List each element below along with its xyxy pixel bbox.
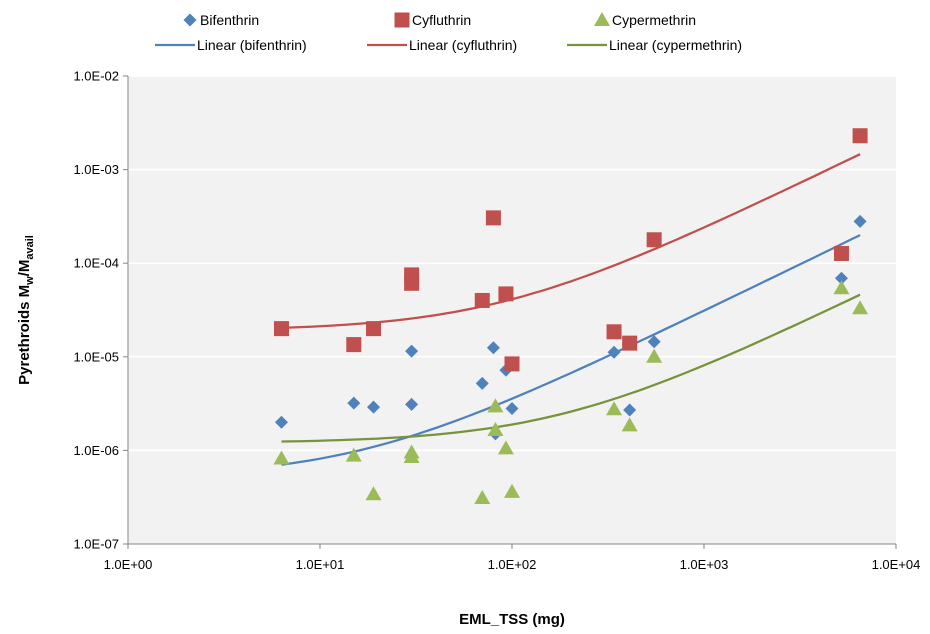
trendline-bifenthrin bbox=[281, 234, 861, 466]
gridlines bbox=[128, 75, 896, 452]
x-axis-title: EML_TSS (mg) bbox=[459, 611, 565, 628]
data-point-cyfluthrin bbox=[474, 292, 490, 308]
data-point-cypermethrin bbox=[852, 300, 869, 315]
legend-label-trendline: Linear (cyfluthrin) bbox=[409, 37, 517, 53]
data-point-cyfluthrin bbox=[833, 245, 849, 261]
x-tick-label: 1.0E+04 bbox=[872, 557, 921, 572]
data-point-bifenthrin bbox=[486, 341, 500, 355]
data-point-bifenthrin bbox=[647, 335, 661, 349]
data-point-cypermethrin bbox=[487, 422, 504, 437]
data-point-cyfluthrin bbox=[852, 128, 868, 144]
legend-label-trendline: Linear (cypermethrin) bbox=[609, 37, 742, 53]
data-point-cyfluthrin bbox=[646, 232, 662, 248]
x-ticks: 1.0E+00 1.0E+01 1.0E+02 1.0E+03 1.0E+04 bbox=[104, 544, 921, 572]
data-point-cyfluthrin bbox=[273, 321, 289, 337]
data-point-cypermethrin bbox=[345, 447, 362, 462]
data-point-cypermethrin bbox=[497, 440, 514, 455]
x-tick-label: 1.0E+00 bbox=[104, 557, 153, 572]
markers bbox=[273, 128, 869, 505]
data-point-bifenthrin bbox=[405, 397, 419, 411]
series-cyfluthrin bbox=[273, 128, 868, 372]
data-point-cypermethrin bbox=[365, 486, 382, 501]
series-cypermethrin bbox=[273, 280, 869, 505]
trendline-cypermethrin bbox=[281, 293, 861, 443]
legend: Bifenthrin Cyfluthrin Cypermethrin Linear (… bbox=[155, 12, 742, 53]
y-tick-label: 1.0E-03 bbox=[73, 162, 119, 177]
legend-marker-cyfluthrin bbox=[394, 12, 410, 28]
data-point-cyfluthrin bbox=[485, 210, 501, 226]
legend-label-trendline: Linear (bifenthrin) bbox=[197, 37, 307, 53]
data-point-cypermethrin bbox=[606, 401, 623, 416]
x-tick-label: 1.0E+01 bbox=[296, 557, 345, 572]
data-point-bifenthrin bbox=[853, 214, 867, 228]
data-point-cypermethrin bbox=[273, 450, 290, 465]
data-point-cyfluthrin bbox=[504, 356, 520, 372]
data-point-cypermethrin bbox=[487, 398, 504, 413]
y-ticks: 1.0E-07 1.0E-06 1.0E-05 1.0E-04 1.0E-03 1.0E-… bbox=[73, 69, 128, 552]
data-point-bifenthrin bbox=[623, 403, 637, 417]
plot-area bbox=[128, 76, 896, 544]
data-point-bifenthrin bbox=[475, 376, 489, 390]
legend-marker-bifenthrin bbox=[183, 13, 197, 27]
data-point-cypermethrin bbox=[833, 280, 850, 295]
data-point-cypermethrin bbox=[474, 490, 491, 505]
data-point-bifenthrin bbox=[367, 400, 381, 414]
data-point-cyfluthrin bbox=[622, 335, 638, 351]
y-tick-label: 1.0E-07 bbox=[73, 537, 119, 552]
data-point-bifenthrin bbox=[274, 415, 288, 429]
data-point-cyfluthrin bbox=[404, 275, 420, 291]
y-tick-label: 1.0E-04 bbox=[73, 256, 119, 271]
data-point-cypermethrin bbox=[646, 348, 663, 363]
legend-marker-cypermethrin bbox=[594, 12, 610, 26]
data-point-bifenthrin bbox=[505, 402, 519, 416]
series-bifenthrin bbox=[274, 214, 867, 441]
data-point-cypermethrin bbox=[403, 444, 420, 459]
y-axis-title: Pyrethroids Mw/Mavail bbox=[16, 235, 36, 385]
y-tick-label: 1.0E-06 bbox=[73, 443, 119, 458]
data-point-cypermethrin bbox=[504, 483, 520, 498]
legend-label-bifenthrin: Bifenthrin bbox=[200, 12, 259, 28]
data-point-cyfluthrin bbox=[366, 321, 382, 337]
data-point-cypermethrin bbox=[621, 417, 638, 432]
data-point-cyfluthrin bbox=[498, 286, 514, 302]
data-point-bifenthrin bbox=[834, 271, 848, 285]
x-tick-label: 1.0E+02 bbox=[488, 557, 537, 572]
data-point-bifenthrin bbox=[405, 344, 419, 358]
legend-label-cypermethrin: Cypermethrin bbox=[612, 12, 696, 28]
data-point-cyfluthrin bbox=[346, 337, 362, 353]
data-point-bifenthrin bbox=[347, 396, 361, 410]
y-tick-label: 1.0E-05 bbox=[73, 349, 119, 364]
x-tick-label: 1.0E+03 bbox=[680, 557, 729, 572]
data-point-cyfluthrin bbox=[606, 324, 622, 340]
data-point-bifenthrin bbox=[607, 345, 621, 359]
legend-label-cyfluthrin: Cyfluthrin bbox=[412, 12, 471, 28]
y-tick-label: 1.0E-02 bbox=[73, 69, 119, 84]
